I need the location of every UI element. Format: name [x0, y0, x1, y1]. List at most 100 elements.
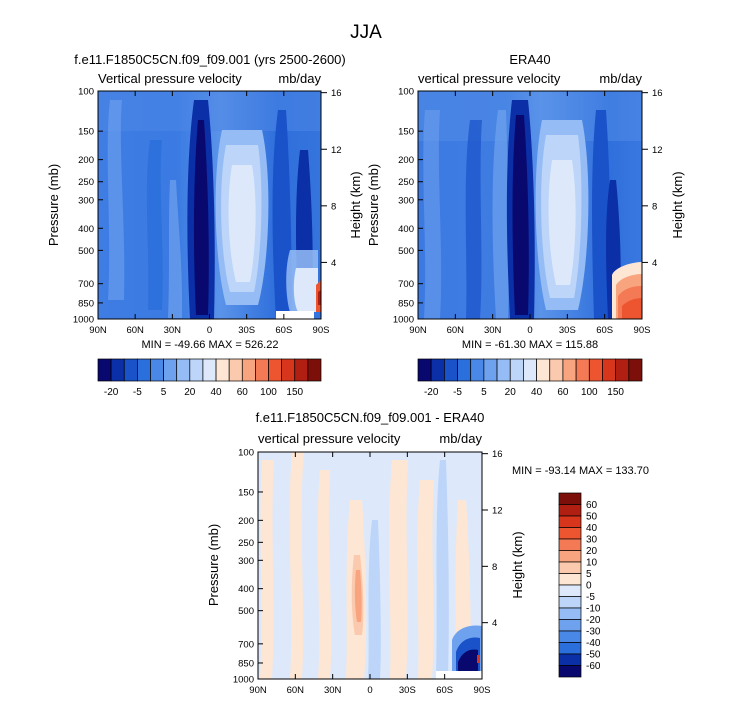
y-tick-label: 250	[398, 177, 414, 188]
panel-era40-axes: 90N 60N 30N 0 30S 60S 90S 100 150 200 250 300 400 500…	[393, 87, 663, 337]
y-tick-label: 100	[78, 87, 94, 98]
panel-era40-min-max: MIN = -61.30 MAX = 115.88	[462, 339, 598, 351]
y-tick-label: 500	[78, 246, 94, 257]
colorbar-label: 40	[531, 387, 543, 398]
colorbar-label: -5	[453, 387, 462, 398]
colorbar-label: 5	[161, 387, 167, 398]
colorbar-label: 150	[286, 387, 303, 398]
colorbar-swatch	[558, 642, 582, 655]
colorbar-label: 40	[586, 523, 598, 534]
x-tick-label: 0	[207, 325, 212, 336]
y-tick-label: 400	[398, 224, 414, 235]
colorbar-swatch	[575, 358, 590, 382]
x-tick-label: 90N	[89, 325, 107, 336]
y-tick-label: 500	[238, 606, 254, 617]
colorbar-label: -5	[586, 592, 595, 603]
colorbar-swatch	[110, 358, 125, 382]
x-tick-label: 30N	[324, 685, 342, 696]
colorbar-swatch	[189, 358, 204, 382]
panel-diff-title: f.e11.F1850C5CN.f09_f09.001 - ERA40	[256, 410, 485, 425]
y2-tick-label: 8	[492, 562, 497, 573]
panel-model-colorbar: -20 -5 5 20 40 60 100 150	[97, 358, 322, 398]
y2-tick-label: 16	[331, 88, 342, 99]
colorbar-label: 5	[586, 569, 592, 580]
colorbar-swatch	[228, 358, 243, 382]
panel-diff: f.e11.F1850C5CN.f09_f09.001 - ERA40 vert…	[206, 410, 649, 696]
y-tick-label: 400	[78, 224, 94, 235]
x-tick-label: 90S	[634, 325, 651, 336]
colorbar-label: 50	[586, 512, 598, 523]
colorbar-swatch	[496, 358, 511, 382]
panel-diff-field	[258, 452, 482, 679]
colorbar-swatch	[268, 358, 282, 382]
y-tick-label: 250	[238, 538, 254, 549]
colorbar-swatch	[588, 358, 603, 382]
panel-diff-missing-data	[436, 671, 482, 679]
colorbar-swatch	[470, 358, 485, 382]
panel-model-field	[98, 91, 321, 319]
colorbar-swatch	[457, 358, 472, 382]
colorbar-swatch	[176, 358, 191, 382]
figure-suptitle: JJA	[350, 22, 382, 43]
colorbar-swatch	[558, 550, 582, 563]
colorbar-label: 20	[505, 387, 517, 398]
y2-tick-label: 12	[331, 145, 342, 156]
colorbar-label: -40	[586, 638, 601, 649]
y-tick-label: 300	[238, 556, 254, 567]
colorbar-label: -20	[104, 387, 119, 398]
colorbar-swatch	[602, 358, 616, 382]
x-tick-label: 90N	[249, 685, 267, 696]
panel-model-title: f.e11.F1850C5CN.f09_f09.001 (yrs 2500-26…	[74, 52, 345, 67]
panel-diff-ylabel-right: Height (km)	[510, 531, 525, 598]
colorbar-label: 100	[260, 387, 277, 398]
colorbar-swatch	[97, 358, 112, 382]
colorbar-label: 40	[210, 387, 222, 398]
colorbar-swatch	[558, 492, 582, 505]
x-tick-label: 60N	[287, 685, 305, 696]
panel-era40-right-subtitle: mb/day	[599, 71, 642, 86]
colorbar-swatch	[483, 358, 498, 382]
colorbar-label: 60	[586, 500, 598, 511]
y-tick-label: 150	[398, 127, 414, 138]
y2-tick-label: 16	[652, 88, 663, 99]
panel-model: f.e11.F1850C5CN.f09_f09.001 (yrs 2500-26…	[46, 52, 363, 398]
colorbar-label: 30	[586, 535, 598, 546]
colorbar-swatch	[215, 358, 230, 382]
y-tick-label: 850	[238, 658, 254, 669]
colorbar-swatch	[536, 358, 551, 382]
colorbar-label: 60	[557, 387, 569, 398]
colorbar-swatch	[137, 358, 151, 382]
panel-era40-title: ERA40	[509, 52, 550, 67]
colorbar-swatch	[558, 504, 582, 517]
colorbar-swatch	[558, 527, 582, 540]
x-tick-label: 30S	[399, 685, 416, 696]
y-tick-label: 1000	[73, 315, 94, 326]
colorbar-swatch	[558, 630, 582, 643]
colorbar-swatch	[558, 561, 582, 574]
panel-model-axes: 90N 60N 30N 0 30S 60S 90S 100 150 200 250 300 400 500…	[73, 87, 342, 337]
colorbar-swatch	[558, 538, 582, 551]
y2-tick-label: 4	[331, 258, 336, 269]
colorbar-swatch	[562, 358, 577, 382]
panel-diff-left-subtitle: vertical pressure velocity	[258, 431, 401, 446]
panel-era40-ylabel: Pressure (mb)	[366, 164, 381, 246]
panel-era40-field	[418, 91, 642, 319]
colorbar-label: 60	[237, 387, 249, 398]
panel-model-ylabel: Pressure (mb)	[46, 164, 61, 246]
y-tick-label: 700	[238, 639, 254, 650]
panel-diff-min-max: MIN = -93.14 MAX = 133.70	[512, 465, 649, 477]
y-tick-label: 200	[398, 155, 414, 166]
x-tick-label: 30N	[164, 325, 182, 336]
x-tick-label: 60S	[596, 325, 613, 336]
colorbar-swatch	[558, 619, 582, 632]
x-tick-label: 60S	[436, 685, 453, 696]
panel-model-right-subtitle: mb/day	[278, 71, 321, 86]
y-tick-label: 100	[398, 87, 414, 98]
colorbar-swatch	[202, 358, 217, 382]
colorbar-swatch	[444, 358, 458, 382]
y-tick-label: 700	[398, 279, 414, 290]
y-tick-label: 850	[398, 298, 414, 309]
x-tick-label: 60S	[275, 325, 292, 336]
y-tick-label: 150	[238, 487, 254, 498]
